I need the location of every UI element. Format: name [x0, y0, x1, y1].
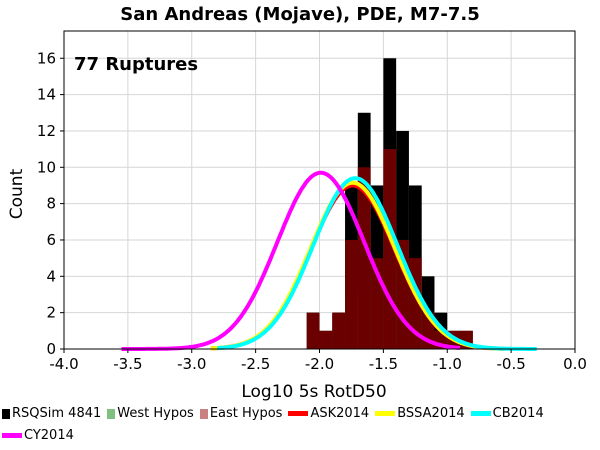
y-tick-label: 10: [37, 158, 56, 176]
bar-east-hypos: [357, 167, 371, 349]
legend-swatch: [2, 408, 10, 419]
chart-title: San Andreas (Mojave), PDE, M7-7.5: [120, 4, 479, 25]
y-tick-label: 8: [46, 195, 56, 213]
legend-label: CY2014: [24, 428, 74, 443]
y-tick-label: 4: [46, 267, 56, 285]
legend-swatch: [199, 408, 208, 419]
legend-label: CB2014: [492, 406, 544, 421]
rupture-count-annotation: 77 Ruptures: [74, 54, 198, 75]
y-axis-ticks: 0 2 4 6 8 10 12 14 16: [37, 49, 64, 358]
legend-item-east-hypos: East Hypos: [199, 406, 283, 421]
chart-canvas: San Andreas (Mojave), PDE, M7-7.5 -4.0 -3…: [7, 4, 587, 402]
legend-swatch: [107, 408, 116, 419]
legend-label: East Hypos: [209, 406, 283, 421]
x-tick-label: 0.0: [563, 355, 587, 373]
legend-swatch: [470, 411, 491, 416]
x-axis-ticks: -4.0 -3.5 -3.0 -2.5 -2.0 -1.5 -1.0 -0.5 0.0: [49, 349, 587, 373]
legend-label: BSSA2014: [397, 406, 465, 421]
x-tick-label: -1.5: [369, 355, 398, 373]
y-tick-label: 6: [46, 231, 56, 249]
bar-east-hypos: [319, 330, 333, 349]
y-tick-label: 14: [37, 86, 56, 104]
legend-swatch: [288, 411, 309, 416]
legend-item-cb2014: CB2014: [470, 406, 544, 421]
legend-label: RSQSim 4841: [12, 406, 102, 421]
x-tick-label: -2.0: [305, 355, 334, 373]
chart-legend: RSQSim 4841 West Hypos East Hypos ASK2014 BS…: [2, 406, 598, 443]
legend-item-rsqsim-4841: RSQSim 4841: [2, 406, 101, 421]
x-axis-label: Log10 5s RotD50: [241, 382, 386, 402]
legend-label: West Hypos: [117, 406, 194, 421]
legend-label: ASK2014: [310, 406, 370, 421]
x-tick-label: -3.0: [177, 355, 206, 373]
legend-swatch: [2, 433, 22, 438]
bar-east-hypos: [306, 312, 320, 349]
legend-item-cy2014: CY2014: [2, 428, 74, 443]
y-axis-label: Count: [7, 168, 27, 219]
y-tick-label: 12: [37, 122, 56, 140]
legend-swatch: [375, 411, 396, 416]
bar-east-hypos: [383, 149, 397, 349]
legend-item-ask2014: ASK2014: [288, 406, 369, 421]
bar-east-hypos: [345, 239, 358, 349]
x-tick-label: -0.5: [496, 355, 525, 373]
legend-item-bssa2014: BSSA2014: [375, 406, 465, 421]
curve-cy2014: [120, 170, 461, 351]
y-tick-label: 2: [46, 304, 56, 322]
gmpe-curves: [120, 170, 538, 351]
x-tick-label: -1.0: [433, 355, 462, 373]
x-tick-label: -3.5: [113, 355, 142, 373]
x-tick-label: -2.5: [241, 355, 270, 373]
x-tick-label: -4.0: [49, 355, 78, 373]
grid-lines: [63, 31, 576, 350]
y-tick-label: 16: [37, 49, 56, 67]
bar-east-hypos: [332, 312, 346, 349]
legend-item-west-hypos: West Hypos: [107, 406, 194, 421]
y-tick-label: 0: [46, 340, 56, 358]
curve-cb2014: [216, 176, 538, 351]
